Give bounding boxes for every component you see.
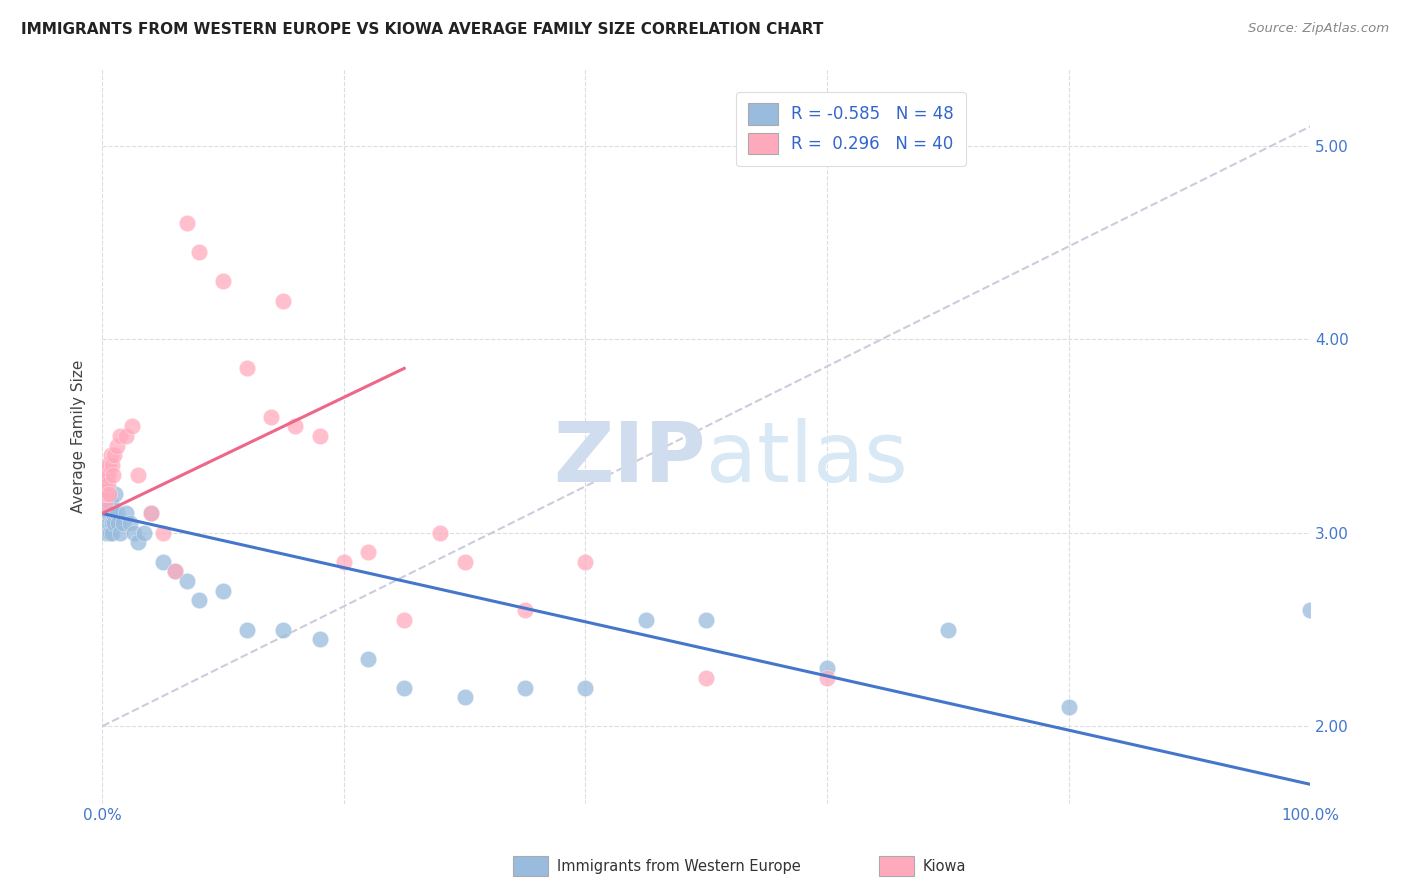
Text: Immigrants from Western Europe: Immigrants from Western Europe xyxy=(557,859,800,873)
Point xyxy=(260,409,283,424)
Point xyxy=(1299,603,1322,617)
Point xyxy=(97,507,120,521)
Point xyxy=(152,555,174,569)
Point xyxy=(134,525,156,540)
Point xyxy=(101,507,124,521)
Point xyxy=(308,632,330,647)
Text: Source: ZipAtlas.com: Source: ZipAtlas.com xyxy=(1249,22,1389,36)
Point xyxy=(93,487,115,501)
Point xyxy=(284,419,307,434)
Point xyxy=(93,487,115,501)
Point xyxy=(96,507,118,521)
Point xyxy=(104,487,127,501)
Point xyxy=(357,545,380,559)
Point xyxy=(574,681,596,695)
Point xyxy=(236,623,259,637)
Point xyxy=(357,651,380,665)
Point xyxy=(111,516,134,530)
Point xyxy=(127,535,149,549)
Point xyxy=(392,681,415,695)
Text: IMMIGRANTS FROM WESTERN EUROPE VS KIOWA AVERAGE FAMILY SIZE CORRELATION CHART: IMMIGRANTS FROM WESTERN EUROPE VS KIOWA … xyxy=(21,22,824,37)
Point xyxy=(96,497,118,511)
Point xyxy=(101,467,124,482)
Point xyxy=(97,477,120,491)
Point xyxy=(93,477,115,491)
Point xyxy=(100,507,122,521)
Point xyxy=(103,516,125,530)
Point xyxy=(97,467,120,482)
Point xyxy=(187,593,209,607)
Point xyxy=(453,555,475,569)
Point xyxy=(97,516,120,530)
Point xyxy=(936,623,959,637)
Point xyxy=(273,293,295,308)
Point xyxy=(107,516,129,530)
Point xyxy=(101,458,124,472)
Point xyxy=(163,565,186,579)
Point xyxy=(212,274,235,288)
Point xyxy=(93,497,115,511)
Point xyxy=(176,216,198,230)
Point xyxy=(695,613,717,627)
Point xyxy=(105,507,128,521)
Point xyxy=(273,623,295,637)
Point xyxy=(236,361,259,376)
Point xyxy=(93,507,115,521)
Point xyxy=(96,487,118,501)
Point xyxy=(163,565,186,579)
Point xyxy=(212,583,235,598)
Point xyxy=(103,449,125,463)
Text: Kiowa: Kiowa xyxy=(922,859,966,873)
Point xyxy=(152,525,174,540)
Point xyxy=(122,525,145,540)
Point xyxy=(118,516,141,530)
Point xyxy=(513,603,536,617)
Point xyxy=(100,497,122,511)
Point xyxy=(96,458,118,472)
Point xyxy=(110,429,132,443)
Point xyxy=(333,555,356,569)
Point xyxy=(98,507,121,521)
Point xyxy=(121,419,143,434)
Point xyxy=(429,525,451,540)
Point xyxy=(815,661,838,675)
Point xyxy=(110,525,132,540)
Point xyxy=(574,555,596,569)
Point xyxy=(513,681,536,695)
Point xyxy=(94,467,117,482)
Point xyxy=(176,574,198,589)
Legend: R = -0.585   N = 48, R =  0.296   N = 40: R = -0.585 N = 48, R = 0.296 N = 40 xyxy=(737,92,966,166)
Point xyxy=(94,477,117,491)
Point xyxy=(634,613,657,627)
Y-axis label: Average Family Size: Average Family Size xyxy=(72,359,86,513)
Point xyxy=(105,439,128,453)
Point xyxy=(187,245,209,260)
Point xyxy=(1057,699,1080,714)
Point xyxy=(97,487,120,501)
Point xyxy=(115,507,138,521)
Point xyxy=(308,429,330,443)
Point xyxy=(97,487,120,501)
Point xyxy=(98,458,121,472)
Point xyxy=(100,449,122,463)
Point xyxy=(139,507,162,521)
Point xyxy=(94,497,117,511)
Point xyxy=(115,429,138,443)
Point xyxy=(815,671,838,685)
Point xyxy=(127,467,149,482)
Point xyxy=(101,516,124,530)
Point xyxy=(94,525,117,540)
Point xyxy=(98,525,121,540)
Text: atlas: atlas xyxy=(706,417,908,499)
Text: ZIP: ZIP xyxy=(554,417,706,499)
Point xyxy=(93,467,115,482)
Point xyxy=(101,525,124,540)
Point xyxy=(695,671,717,685)
Point xyxy=(139,507,162,521)
Point xyxy=(392,613,415,627)
Point xyxy=(453,690,475,705)
